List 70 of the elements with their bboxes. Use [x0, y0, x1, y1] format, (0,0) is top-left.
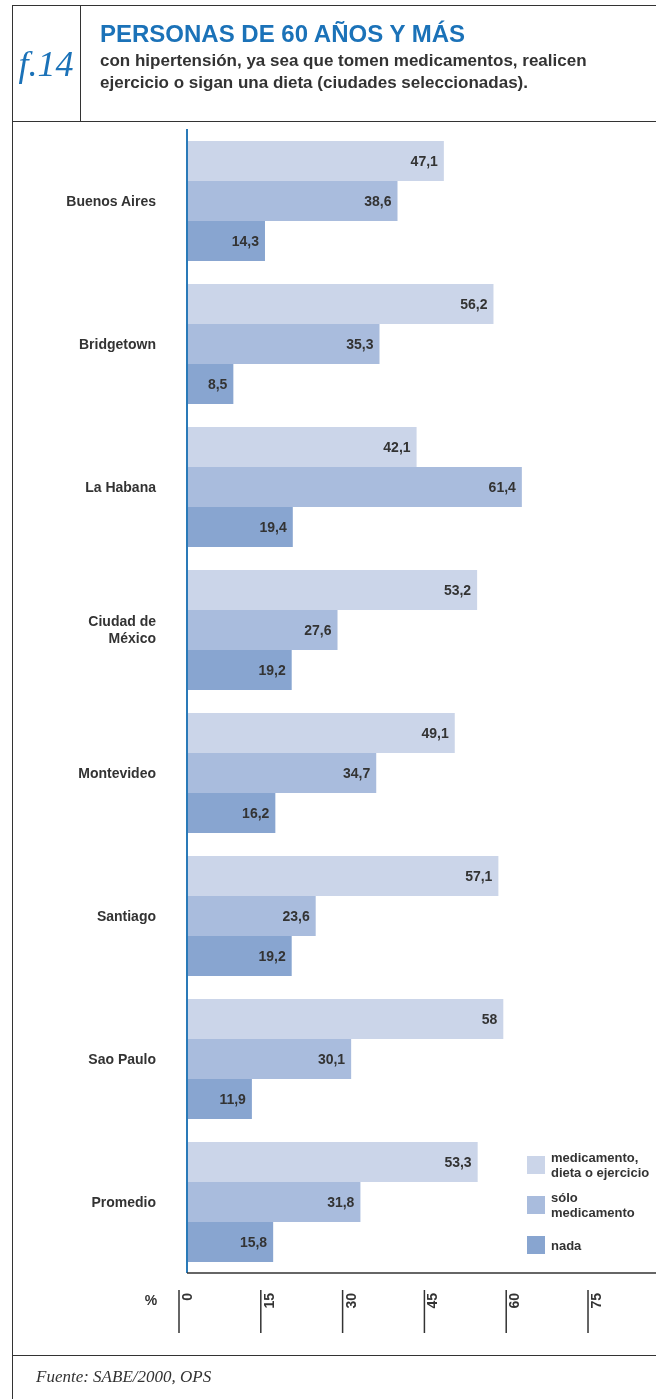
x-tick-label: 15 [260, 1292, 277, 1309]
data-label: 58 [481, 1011, 498, 1028]
data-label: 35,3 [346, 336, 374, 353]
bar [187, 467, 522, 508]
x-tick-label: 60 [506, 1292, 523, 1309]
bar [187, 999, 504, 1040]
data-label: 11,9 [219, 1091, 247, 1108]
x-tick-label: 75 [588, 1292, 605, 1309]
bar [187, 856, 499, 897]
data-label: 47,1 [410, 153, 439, 170]
x-tick-label: 0 [179, 1292, 195, 1301]
y-tick-label: Promedio [91, 1193, 156, 1210]
text: f.14 [18, 42, 74, 85]
source-note: Fuente: SABE/2000, OPS [36, 1366, 212, 1388]
bar [187, 221, 265, 262]
bar [187, 284, 494, 325]
data-label: 27,6 [304, 622, 332, 639]
legend-label: sólo medicamento [551, 1190, 636, 1220]
bar [187, 364, 234, 405]
legend-label: medicamento, dieta o ejercicio [551, 1150, 651, 1180]
data-label: 53,3 [444, 1154, 472, 1171]
data-label: 31,8 [327, 1194, 355, 1211]
data-label: 16,2 [242, 805, 270, 822]
data-label: 61,4 [488, 479, 517, 496]
y-tick-label: Bridgetown [79, 335, 156, 352]
y-tick-label: La Habana [85, 478, 157, 495]
bar [187, 324, 380, 365]
data-label: 49,1 [421, 725, 449, 742]
x-axis-title: % [144, 1292, 158, 1308]
bar [187, 1222, 274, 1263]
chart-title: PERSONAS DE 60 AÑOS Y MÁS [100, 20, 465, 48]
bar [187, 507, 293, 548]
bar [187, 1182, 361, 1223]
bar [187, 181, 398, 222]
y-tick-label: Sao Paulo [88, 1050, 156, 1067]
bar [187, 1142, 478, 1183]
bar [187, 427, 417, 468]
data-label: 23,6 [282, 908, 310, 925]
y-tick-label: Montevideo [78, 764, 156, 781]
bar [187, 753, 377, 794]
bar [187, 793, 276, 834]
data-label: 30,1 [317, 1051, 346, 1068]
bar [187, 713, 455, 754]
data-label: 15,8 [239, 1234, 268, 1251]
legend-label: nada [551, 1237, 583, 1253]
y-tick-label: Santiago [96, 907, 156, 924]
bar [187, 650, 292, 691]
bar [187, 610, 338, 651]
bar [187, 141, 444, 182]
bar [187, 1039, 352, 1080]
data-label: 42,1 [383, 439, 411, 456]
data-label: 53,2 [443, 582, 472, 599]
chart-subtitle: con hipertensión, ya sea que tomen medicamentos, realicen ejercicio o sigan una dieta (ciudades seleccionadas). [100, 50, 588, 94]
data-label: 38,6 [364, 193, 392, 210]
bar [187, 896, 316, 937]
data-label: 14,3 [231, 233, 260, 250]
data-label: 19,2 [258, 662, 286, 679]
data-label: 19,4 [259, 519, 288, 536]
data-label: 19,2 [258, 948, 286, 965]
bar [187, 936, 292, 977]
data-label: 8,5 [207, 376, 228, 393]
data-label: 57,1 [465, 868, 493, 885]
x-tick-label: 45 [424, 1292, 441, 1309]
bar [187, 570, 478, 611]
x-tick-label: 30 [342, 1292, 359, 1309]
bar [187, 1079, 252, 1120]
y-tick-label: Buenos Aires [66, 192, 157, 209]
y-tick-label: Ciudad de México [88, 613, 157, 646]
data-label: 34,7 [342, 765, 371, 782]
data-label: 56,2 [460, 296, 488, 313]
